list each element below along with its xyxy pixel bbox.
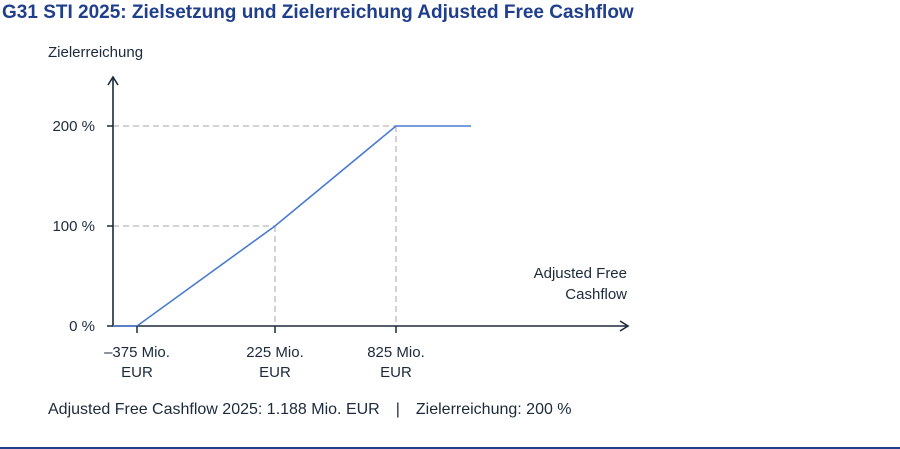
footnote-achievement: Zielerreichung: 200 % xyxy=(415,401,572,418)
y-axis-label: Zielerreichung xyxy=(48,44,143,61)
bottom-rule xyxy=(0,447,900,449)
footnote: Adjusted Free Cashflow 2025: 1.188 Mio. … xyxy=(48,401,572,419)
footnote-value: Adjusted Free Cashflow 2025: 1.188 Mio. … xyxy=(48,401,380,418)
x-tick-label: 825 Mio. EUR xyxy=(367,344,425,381)
series-line xyxy=(113,125,471,327)
footnote-separator: | xyxy=(395,401,400,418)
x-tick-label: –375 Mio. EUR xyxy=(104,344,170,381)
axis-labels: –375 Mio. EUR 225 Mio. EUR 825 Mio. EUR 0 % 100… xyxy=(48,44,627,381)
series-layer xyxy=(113,125,471,327)
y-axis-arrow-icon xyxy=(107,75,119,86)
axes xyxy=(107,75,630,332)
y-tick-label: 200 % xyxy=(52,118,95,135)
x-axis-label: Adjusted Free Cashflow xyxy=(534,265,628,303)
y-tick-label: 0 % xyxy=(69,318,95,335)
guide-lines xyxy=(113,125,397,326)
x-tick-label: 225 Mio. EUR xyxy=(246,344,304,381)
y-tick-label: 100 % xyxy=(52,218,95,235)
x-axis-arrow-icon xyxy=(619,320,630,332)
chart-title: G31 STI 2025: Zielsetzung und Zielerreic… xyxy=(2,2,634,23)
